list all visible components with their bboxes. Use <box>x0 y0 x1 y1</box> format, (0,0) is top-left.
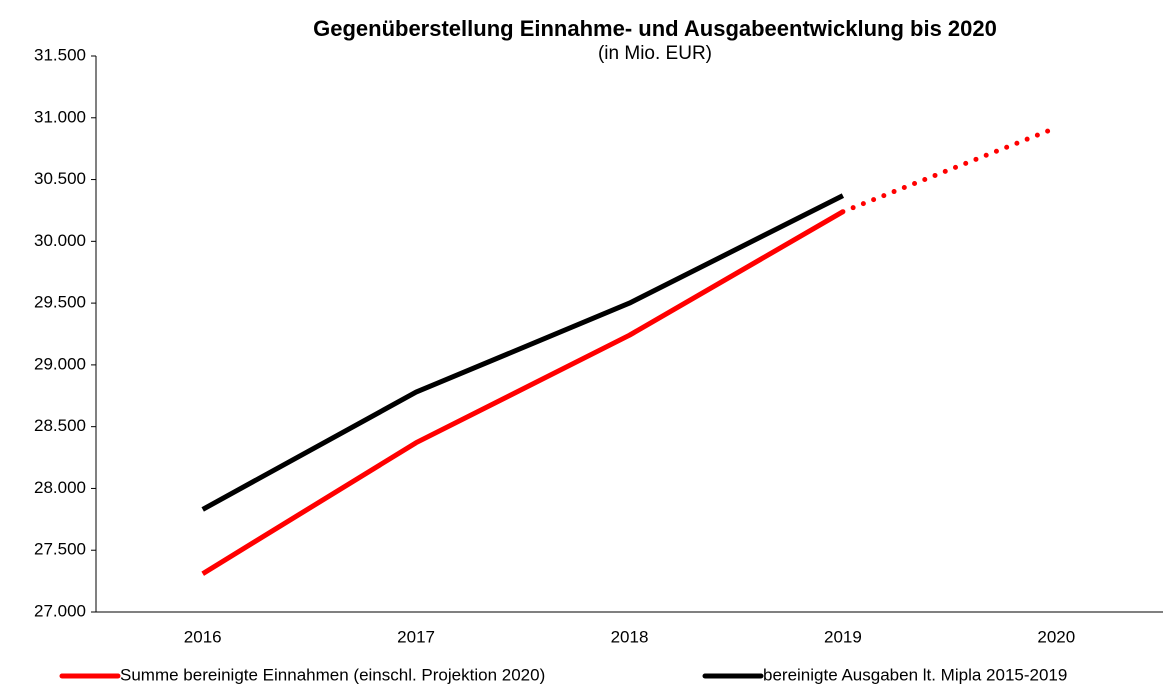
x-tick-label: 2020 <box>1037 627 1075 646</box>
y-tick-label: 30.000 <box>34 231 86 250</box>
y-tick-label: 31.500 <box>34 45 86 64</box>
y-tick-label: 30.500 <box>34 169 86 188</box>
y-tick-label: 31.000 <box>34 107 86 126</box>
y-tick-label: 28.500 <box>34 416 86 435</box>
chart-title: Gegenüberstellung Einnahme- und Ausgabee… <box>313 16 997 41</box>
legend-label: Summe bereinigte Einnahmen (einschl. Pro… <box>120 665 545 684</box>
x-tick-label: 2017 <box>397 627 435 646</box>
x-tick-label: 2018 <box>611 627 649 646</box>
chart-subtitle: (in Mio. EUR) <box>598 43 712 64</box>
y-tick-label: 29.500 <box>34 293 86 312</box>
series-line <box>201 209 845 576</box>
y-tick-label: 29.000 <box>34 354 86 373</box>
y-tick-label: 27.500 <box>34 540 86 559</box>
y-tick-label: 28.000 <box>34 478 86 497</box>
legend-label: bereinigte Ausgaben lt. Mipla 2015-2019 <box>763 665 1067 684</box>
projection-line <box>840 125 1059 215</box>
x-tick-label: 2019 <box>824 627 862 646</box>
series-line <box>201 193 845 512</box>
x-tick-label: 2016 <box>184 627 222 646</box>
y-tick-label: 27.000 <box>34 601 86 620</box>
